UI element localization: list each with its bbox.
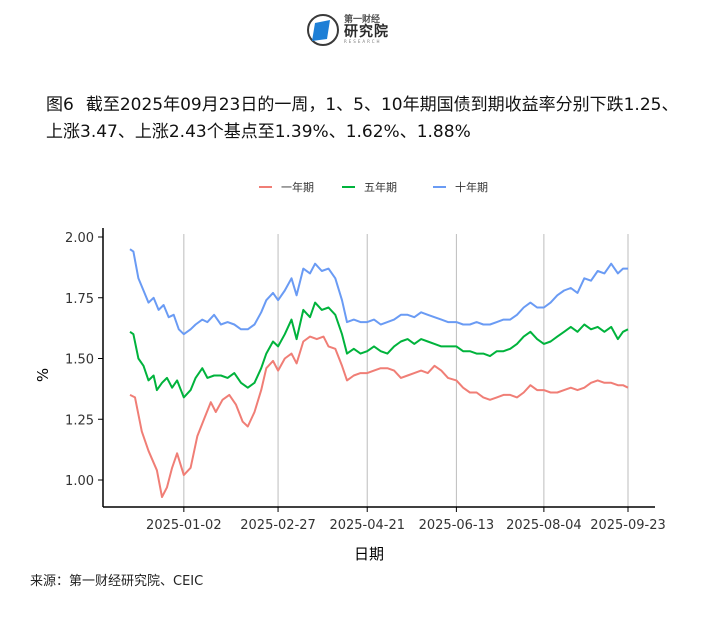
y-tick-label: 1.50 <box>65 353 94 368</box>
y-tick-label: 2.00 <box>65 231 94 246</box>
x-axis-label: 日期 <box>354 545 384 563</box>
series-line <box>129 248 628 336</box>
y-tick-label: 1.00 <box>65 474 94 489</box>
figure-label: 图6 <box>46 95 74 115</box>
x-tick-label: 2025-02-27 <box>240 518 316 533</box>
logo-emblem-icon <box>307 14 339 46</box>
logo: 第一财经 研究院 RESEARCH <box>306 8 416 52</box>
y-axis-label: % <box>34 368 52 382</box>
x-tick-label: 2025-04-21 <box>329 518 405 533</box>
y-tick-label: 1.75 <box>65 292 94 307</box>
legend-label: 一年期 <box>281 180 314 194</box>
x-tick-label: 2025-08-04 <box>506 518 582 533</box>
source-note: 来源：第一财经研究院、CEIC <box>30 574 204 589</box>
chart-axes: 2025-01-02 2025-02-27 2025-04-21 2025-06-13… <box>34 228 666 563</box>
y-tick-label: 1.25 <box>65 413 94 428</box>
x-tick-label: 2025-09-23 <box>590 518 666 533</box>
logo-main-text: 研究院 <box>344 24 389 40</box>
figure-title-text: 截至2025年09月23日的一周，1、5、10年期国债到期收益率分别下跌1.25… <box>46 95 679 142</box>
series-line <box>129 335 629 498</box>
logo-small-text: 第一财经 <box>344 15 381 25</box>
x-tick-label: 2025-01-02 <box>146 518 222 533</box>
chart-grid <box>183 234 629 507</box>
chart-series <box>129 248 629 498</box>
logo-sub-text: RESEARCH <box>344 39 382 44</box>
legend-label: 五年期 <box>364 180 397 194</box>
series-line <box>129 301 629 399</box>
legend-label: 十年期 <box>455 180 488 194</box>
figure-title: 图6 截至2025年09月23日的一周，1、5、10年期国债到期收益率分别下跌1.… <box>46 92 694 146</box>
chart-legend: 一年期 五年期 十年期 <box>259 180 488 194</box>
x-tick-label: 2025-06-13 <box>419 518 495 533</box>
